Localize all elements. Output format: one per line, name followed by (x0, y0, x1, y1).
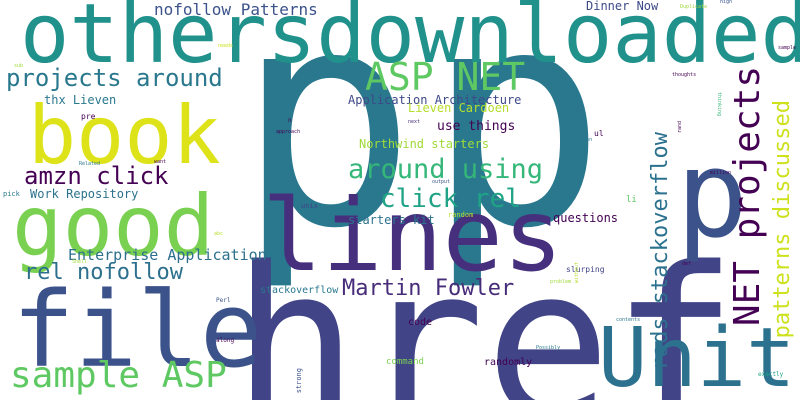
word-dinner-now: Dinner Now (586, 0, 659, 13)
word-pick: pick (3, 190, 20, 198)
word-perl: Perl (216, 297, 231, 304)
word-sample: sample (778, 45, 797, 51)
word-shell: Shell (72, 259, 88, 265)
word-stackoverflow: stackoverflow (260, 285, 339, 296)
word-thoughts: thoughts (672, 72, 697, 78)
word-nofollow-patterns: nofollow Patterns (154, 0, 318, 19)
word-net-projects: NET projects (727, 66, 768, 327)
word-sample-asp: sample ASP (10, 355, 227, 396)
word-exactly: exactly (758, 371, 784, 378)
word-p-medium: p (676, 126, 749, 265)
word-thx-lieven: thx Lieven (44, 93, 117, 107)
word-questions: questions (553, 211, 619, 225)
word-contents: contents (616, 317, 641, 323)
word-code: code (408, 317, 433, 328)
word-li: li (626, 195, 637, 205)
word-book: book (28, 89, 221, 182)
word-problem: problem (550, 279, 572, 285)
word-possibly: Possibly (536, 345, 561, 351)
word-starters-kit: starters kit (348, 213, 435, 227)
word-needs: needs (218, 43, 234, 49)
word-enterprise-application: Enterprise Application (68, 246, 267, 264)
word-slurping: slurping (566, 265, 605, 274)
word-randomly: randomly (484, 357, 533, 368)
word-duplicate: Duplicate (680, 4, 708, 10)
word-application-architecture: Application Architecture (348, 93, 522, 107)
word-northwind-starters: Northwind starters (359, 137, 490, 151)
word-approach: approach (276, 129, 301, 135)
word-n: n (288, 117, 292, 124)
word-click-rel: click rel (380, 184, 521, 214)
word-rel-nofollow: rel nofollow (24, 260, 183, 285)
word-use-things: use things (437, 119, 516, 134)
word-next: next (408, 119, 421, 125)
word-random: random (448, 211, 474, 219)
word-work-repository: Work Repository (30, 187, 139, 201)
word-patterns-discussed: patterns discussed (770, 100, 795, 339)
word-href: href (232, 222, 738, 400)
word-want: want (154, 159, 167, 165)
word-unit: Unit (598, 311, 796, 400)
word-projects-around: projects around (6, 64, 223, 92)
word-output: output (432, 179, 451, 185)
word-rads-stackoverflow: rads stackoverflow (648, 132, 673, 371)
word-ul: ul (594, 129, 604, 138)
word-p-large-1: p (236, 0, 417, 294)
word-lee: lee (368, 111, 378, 117)
word-thinking: thinking (716, 92, 722, 117)
word-lines: lines (262, 177, 564, 294)
word-rand: rand (677, 121, 683, 134)
word-martin-fowler: Martin Fowler (342, 276, 515, 301)
word-million: million (710, 170, 732, 176)
word-pre: pre (81, 112, 96, 121)
word-p-large-2: p (426, 0, 607, 294)
word-without: without (574, 262, 580, 284)
word-file: file (12, 269, 263, 391)
word-along: along (216, 337, 235, 344)
word-def: def (682, 261, 692, 267)
word-amzn-click: amzn click (24, 162, 169, 190)
word-sub: sub (14, 63, 24, 69)
word-othersdownloaded: othersdownloaded (20, 0, 800, 82)
word-abc: abc (214, 231, 224, 237)
word-related: Related (79, 161, 101, 167)
word-good: good (12, 177, 215, 275)
word-strong: strong (295, 368, 303, 394)
word-command: command (386, 357, 424, 367)
word-unix: unix (301, 202, 318, 210)
word-function: function (568, 137, 593, 143)
word-asp-net: ASP NET (365, 55, 526, 99)
word-lieven-cardoen: Lieven Cardoen (408, 101, 510, 115)
word-high: high (720, 0, 733, 5)
word-around-using: around using (348, 154, 544, 185)
